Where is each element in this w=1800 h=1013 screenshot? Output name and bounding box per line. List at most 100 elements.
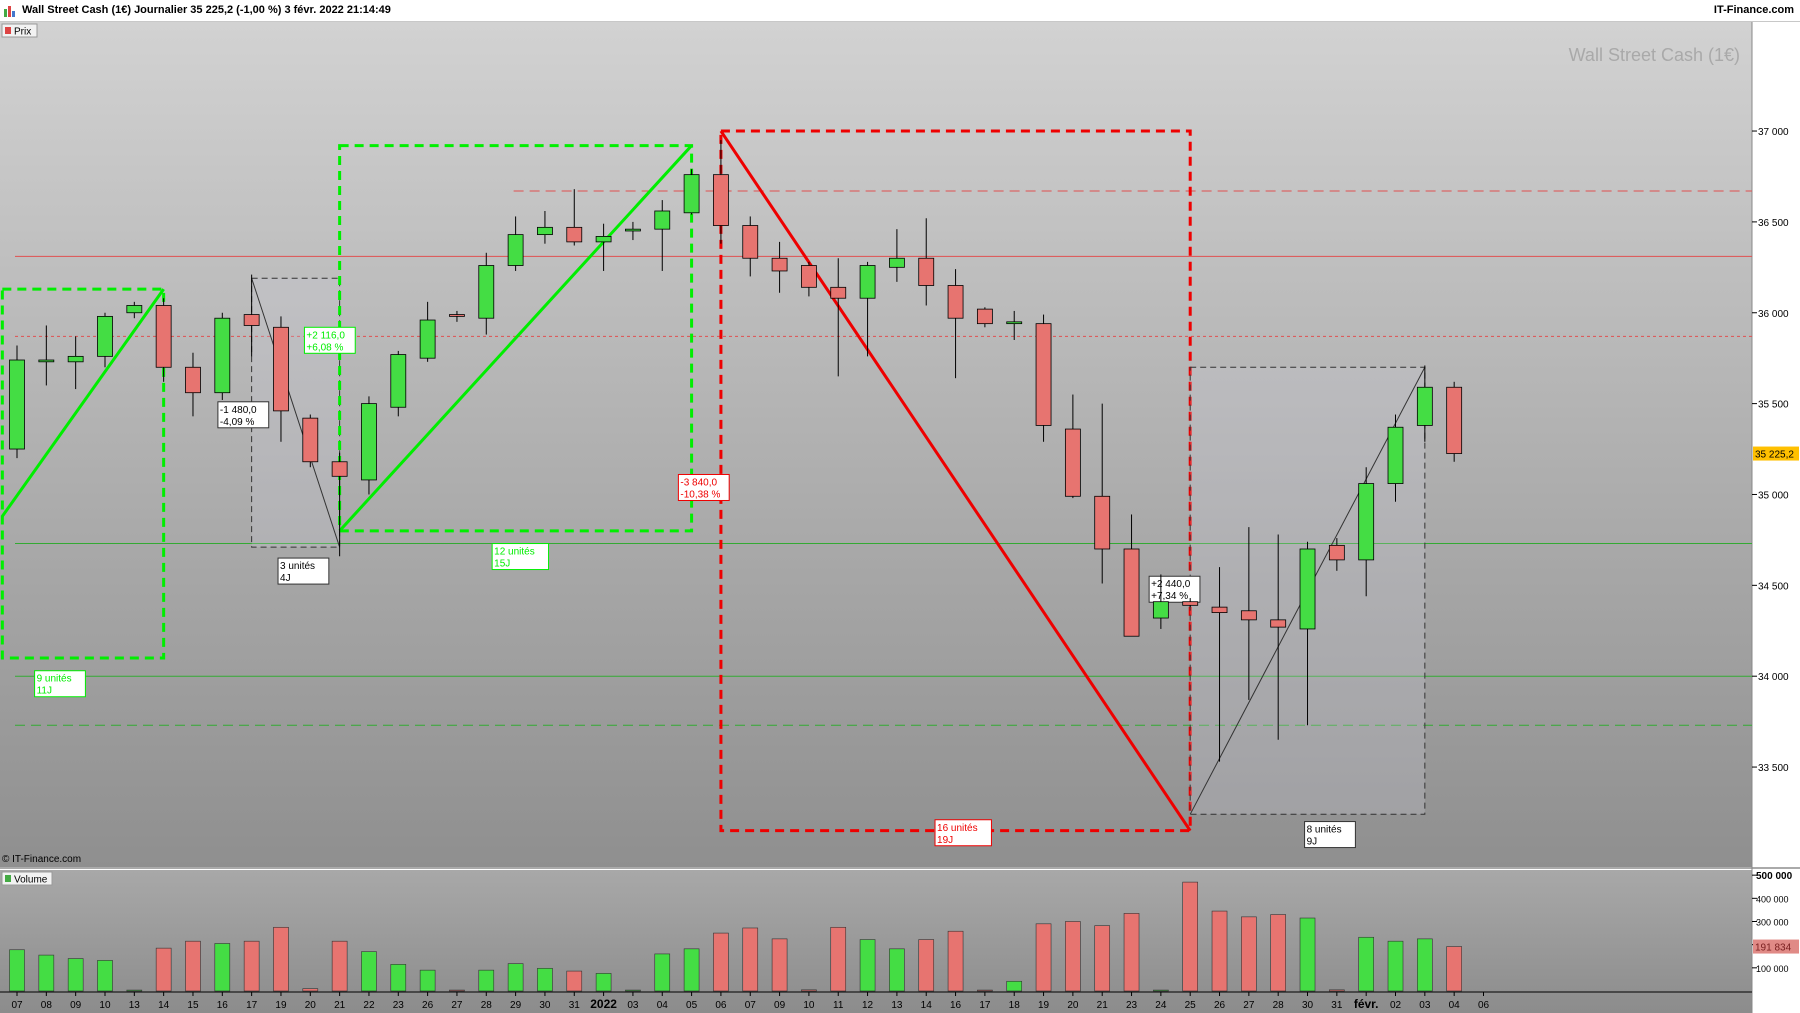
candle[interactable] [1064,394,1081,499]
candle[interactable] [67,336,84,390]
volume-bar[interactable] [9,949,25,992]
candle[interactable] [243,274,260,357]
volume-bar[interactable] [830,926,847,992]
trend-line[interactable] [1,288,165,518]
candle[interactable] [155,298,172,382]
candle[interactable] [742,216,759,277]
candle[interactable] [1328,538,1345,571]
volume-bar[interactable] [1270,914,1286,992]
volume-bar[interactable] [273,926,289,992]
volume-panel-tag[interactable]: Volume [1,871,53,886]
volume-bar[interactable] [1123,913,1140,992]
candle[interactable] [1416,365,1433,442]
volume-bar[interactable] [185,940,201,992]
volume-bar[interactable] [654,953,671,992]
volume-bar[interactable] [449,989,465,992]
volume-bar[interactable] [566,970,583,992]
volume-bar[interactable] [126,989,143,992]
volume-bar[interactable] [742,927,759,992]
candle[interactable] [625,221,641,241]
candle[interactable] [595,223,612,271]
volume-bar[interactable] [947,930,964,992]
volume-bar[interactable] [38,954,55,992]
volume-bar[interactable] [1153,989,1169,992]
candle[interactable] [1358,467,1375,597]
candle[interactable] [1211,567,1228,762]
trend-line[interactable] [251,278,341,548]
brand-label[interactable]: IT-Finance.com [1713,4,1794,16]
candle[interactable] [654,200,671,271]
volume-bar[interactable] [1417,938,1433,992]
volume-bar[interactable] [478,969,495,992]
candle[interactable] [947,269,964,379]
volume-bar[interactable] [859,939,876,992]
volume-bar[interactable] [537,967,553,992]
volume-bar[interactable] [1006,980,1023,992]
volume-bar[interactable] [801,989,817,992]
volume-bar[interactable] [1329,989,1345,992]
volume-bar[interactable] [595,973,612,992]
candle[interactable] [331,452,348,557]
candle[interactable] [1270,534,1287,740]
candle[interactable] [1299,541,1316,726]
volume-bar[interactable] [1446,946,1462,992]
candle[interactable] [419,301,436,362]
volume-bar[interactable] [331,940,348,992]
volume-bar[interactable] [1299,917,1316,992]
volume-bar[interactable] [1182,881,1198,992]
candle[interactable] [801,261,817,297]
measure-box[interactable] [0,287,166,660]
candle[interactable] [1182,598,1199,608]
candle[interactable] [566,189,583,246]
candle[interactable] [889,229,905,282]
candle[interactable] [1094,403,1111,584]
volume-bar[interactable] [1065,921,1081,992]
volume-bar[interactable] [683,948,700,992]
candle[interactable] [1123,514,1140,637]
candle[interactable] [126,301,143,319]
candle[interactable] [537,210,553,244]
volume-bar[interactable] [97,960,113,992]
candle[interactable] [361,396,377,495]
trend-line[interactable] [719,130,1192,832]
candle[interactable] [97,312,113,368]
candle[interactable] [185,352,201,417]
volume-bar[interactable] [67,958,84,992]
volume-bar[interactable] [243,940,260,992]
volume-bar[interactable] [1387,940,1404,992]
candle[interactable] [1446,381,1463,462]
candle[interactable] [214,312,231,400]
candle[interactable] [713,140,729,244]
volume-bar[interactable] [889,948,905,992]
candle[interactable] [390,350,407,417]
candle[interactable] [830,258,847,377]
volume-bar[interactable] [1094,925,1111,992]
candle[interactable] [9,345,25,459]
candle[interactable] [478,252,495,335]
candle[interactable] [976,307,993,328]
candle[interactable] [507,216,524,271]
candle[interactable] [918,218,935,306]
candle[interactable] [1152,574,1169,629]
candle[interactable] [1387,414,1404,502]
volume-bar[interactable] [713,932,729,992]
volume-bar[interactable] [361,951,377,992]
candle[interactable] [1035,314,1052,442]
volume-bar[interactable] [302,988,319,992]
volume-bar[interactable] [918,939,935,992]
candle[interactable] [449,310,465,322]
candle[interactable] [859,261,876,357]
volume-bar[interactable] [977,989,993,992]
price-panel-tag[interactable]: Prix [1,23,38,38]
volume-bar[interactable] [390,964,407,992]
trend-line[interactable] [338,144,693,532]
candle[interactable] [273,316,289,442]
candle[interactable] [683,169,700,215]
volume-bar[interactable] [771,938,788,992]
volume-bar[interactable] [1241,916,1257,992]
volume-bar[interactable] [155,947,172,992]
candle[interactable] [1006,310,1023,341]
candle[interactable] [771,241,788,293]
volume-bar[interactable] [1211,910,1228,992]
